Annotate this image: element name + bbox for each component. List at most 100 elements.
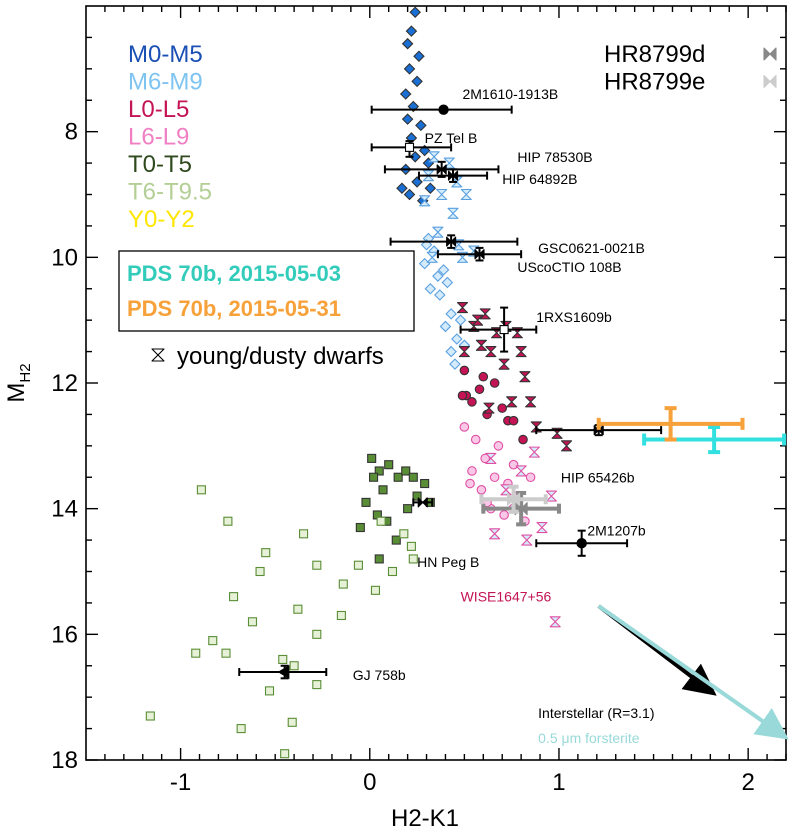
data-point [521, 534, 533, 546]
data-point [361, 497, 371, 507]
y-axis-label-sub: H2 [17, 363, 34, 382]
data-point [489, 528, 501, 540]
data-point [369, 472, 379, 482]
data-point [499, 510, 509, 520]
data-point [312, 680, 322, 690]
series-t0-t5 [355, 453, 435, 564]
data-point [409, 6, 421, 19]
data-point [424, 182, 437, 194]
data-point [411, 75, 423, 88]
object-label: HIP 64892B [502, 171, 577, 187]
data-point [478, 371, 489, 382]
data-point [467, 466, 477, 476]
x-tick-label: 0 [363, 769, 376, 796]
data-point [408, 472, 418, 482]
point-marker [507, 492, 521, 506]
data-point [474, 384, 485, 395]
data-point [439, 320, 452, 333]
y-tick-label: 18 [51, 747, 78, 774]
x-tick-label: 1 [552, 769, 565, 796]
data-point [479, 308, 491, 320]
data-point [489, 378, 500, 388]
data-point [472, 314, 484, 326]
pds-legend-box [118, 250, 415, 332]
series-l0-l5 [457, 365, 528, 445]
object-gsc0621-0021b: GSC0621-0021B [389, 234, 645, 256]
data-point [451, 333, 463, 345]
data-point [428, 151, 440, 163]
data-point [353, 560, 363, 570]
legend-spt-t6-t9-5: T6-T9.5 [128, 179, 212, 206]
data-point [420, 478, 430, 489]
object-marker [277, 665, 290, 679]
legend-marker [763, 74, 777, 89]
data-point [401, 466, 411, 476]
hr8799-points [479, 484, 561, 527]
object-label: HIP 65426b [561, 469, 635, 485]
object-marker [436, 164, 447, 175]
data-point [289, 661, 299, 671]
object-marker [447, 170, 459, 181]
object-marker [404, 142, 415, 152]
data-point [405, 25, 418, 37]
legend-spt-l0-l5: L0-L5 [128, 96, 189, 123]
object-pz-tel-b: PZ Tel B [370, 130, 478, 158]
plot-frame [85, 5, 787, 761]
object-label: HN Peg B [417, 554, 479, 570]
data-point [508, 459, 519, 470]
data-point [145, 711, 155, 721]
axis-ticks [86, 6, 787, 761]
legend-pds70b-1: PDS 70b, 2015-05-03 [127, 261, 341, 286]
data-point [370, 585, 381, 595]
data-point [485, 346, 497, 358]
object-2m1207b: 2M1207b [535, 523, 646, 557]
object-marker [446, 236, 457, 247]
data-point [367, 453, 377, 463]
data-point [432, 270, 444, 282]
y-tick-label: 16 [51, 621, 78, 648]
object-2m1610-1913b: 2M1610-1913B [370, 86, 558, 115]
data-point [374, 554, 384, 564]
reddening-vectors: Interstellar (R=3.1) 0.5 μm forsterite [538, 604, 789, 746]
x-tick-label: -1 [170, 769, 191, 796]
data-point [458, 346, 470, 358]
object-1rxs1609b: 1RXS1609b [459, 306, 612, 353]
legend-hr8799d: HR8799d [604, 41, 705, 68]
data-point [445, 308, 457, 320]
object-marker [474, 249, 485, 260]
object-marker [499, 325, 509, 335]
data-point [229, 592, 239, 602]
data-point [518, 434, 528, 445]
data-point [528, 446, 540, 458]
series-l0-l5-young [456, 302, 573, 452]
legend-spt-t0-t5: T0-T5 [128, 151, 192, 178]
data-point [378, 485, 388, 495]
data-point [465, 478, 475, 489]
x-axis-label: H2-K1 [391, 805, 459, 832]
data-point [264, 686, 275, 696]
data-point [384, 460, 394, 470]
data-point [489, 472, 500, 483]
data-point [408, 554, 418, 564]
object-hip-64892b: HIP 64892B [417, 168, 577, 187]
data-point [278, 654, 288, 665]
data-point [403, 188, 416, 201]
data-point [447, 207, 459, 219]
data-point [399, 529, 409, 539]
data-point [312, 560, 322, 570]
vector-arrow [597, 604, 789, 740]
pds70-points [596, 406, 787, 455]
data-point [497, 403, 508, 413]
data-point [338, 579, 348, 589]
data-point [560, 440, 573, 452]
data-point [500, 484, 512, 496]
legend-spt-m6-m9: M6-M9 [128, 69, 203, 96]
object-label: PZ Tel B [425, 130, 478, 146]
object-label: 1RXS1609b [536, 309, 612, 325]
data-point [255, 566, 265, 577]
data-point [401, 113, 414, 125]
data-point [480, 453, 490, 464]
data-point [236, 724, 246, 734]
